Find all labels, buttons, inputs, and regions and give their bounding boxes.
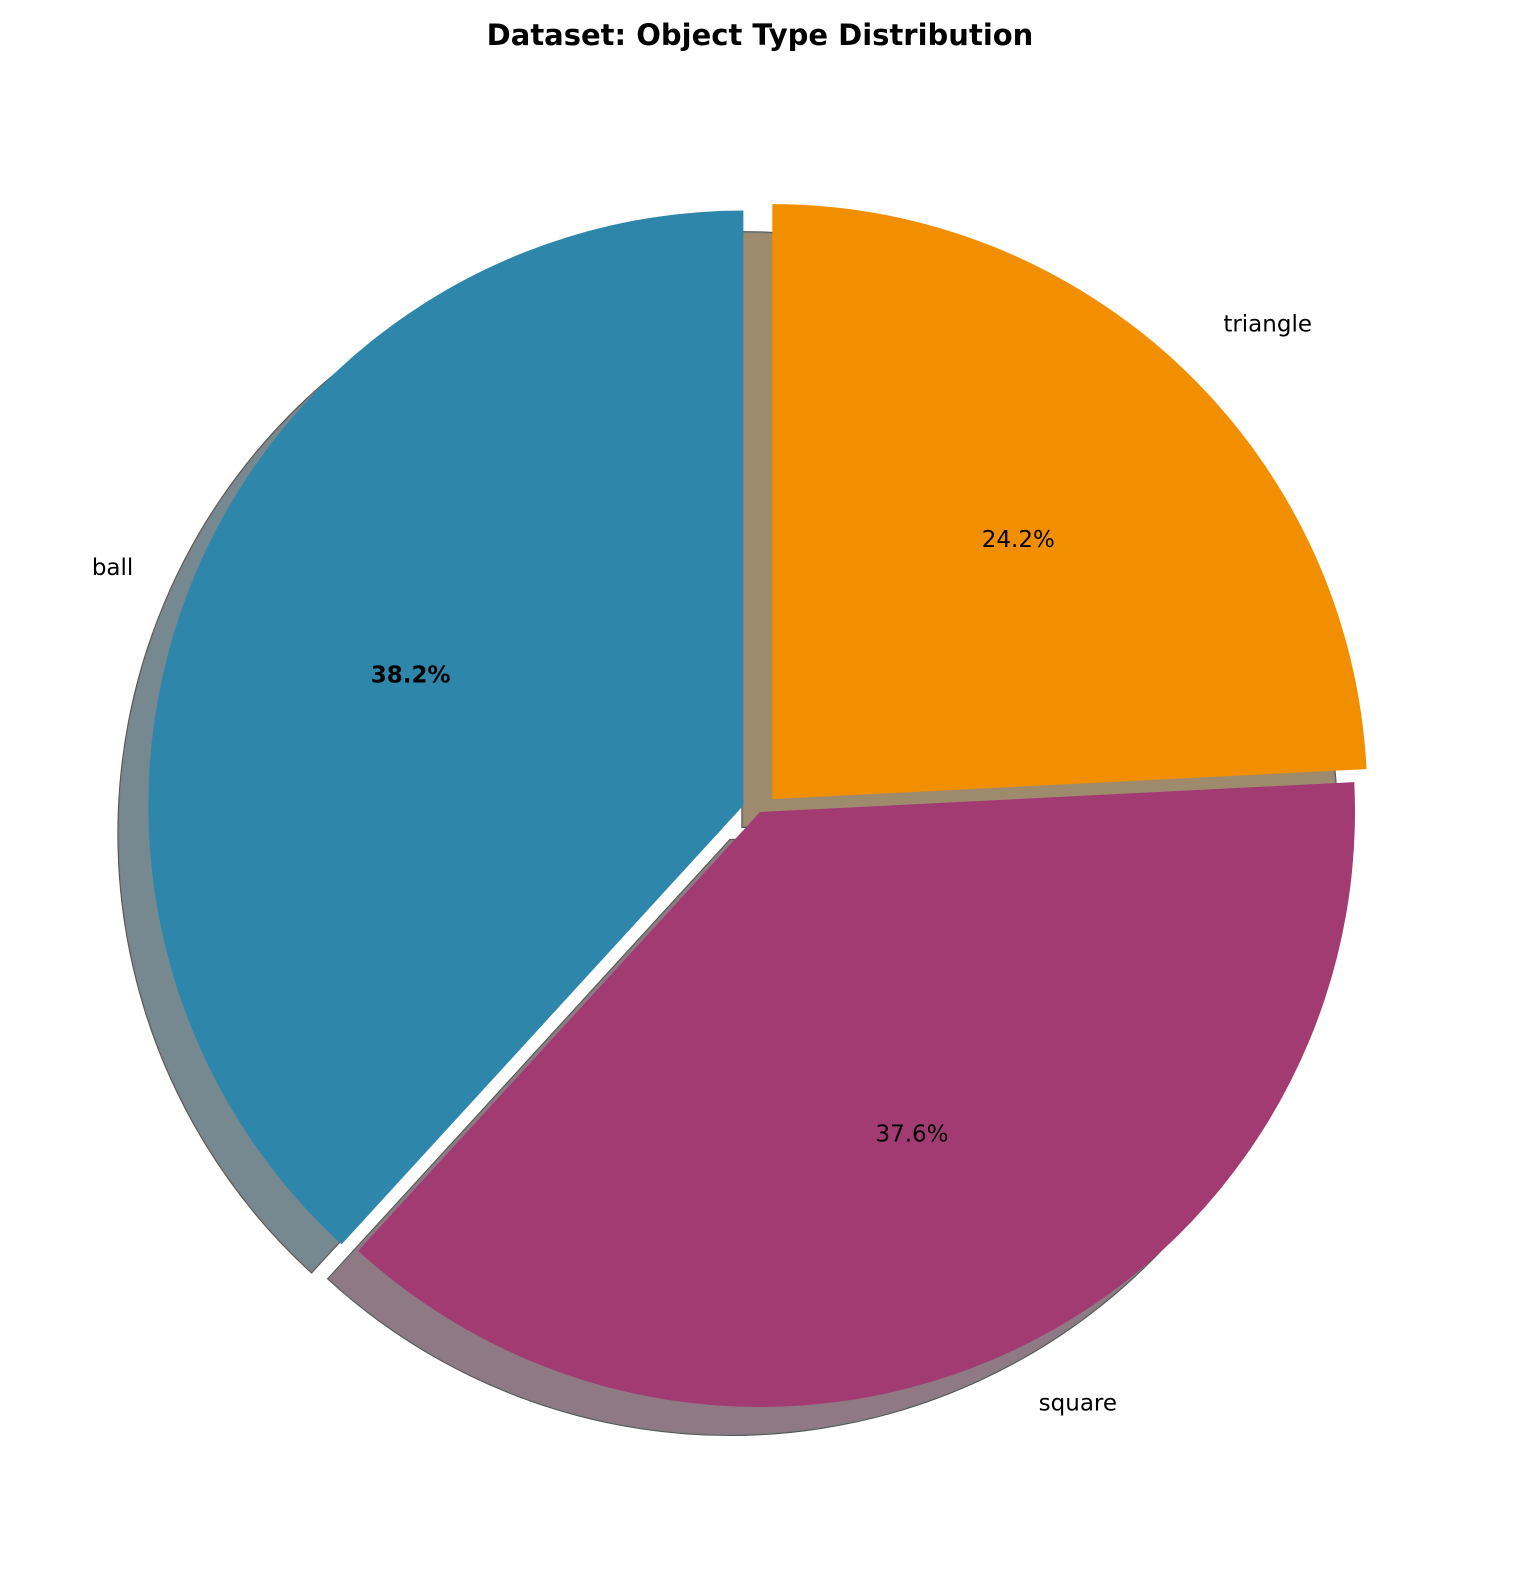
category-label: square	[1039, 1391, 1117, 1417]
label-layer: ball 38.2% square 37.6% triangle 24.2%	[92, 311, 1312, 1416]
value-label: 37.6%	[875, 1122, 948, 1148]
wedge	[772, 204, 1367, 800]
category-label: ball	[92, 555, 133, 581]
category-label: triangle	[1223, 311, 1312, 337]
value-label: 24.2%	[982, 527, 1055, 553]
wedge	[148, 210, 744, 1245]
chart-title: Dataset: Object Type Distribution	[487, 18, 1034, 52]
value-label: 38.2%	[371, 663, 451, 689]
wedge	[358, 782, 1356, 1408]
wedge-layer	[148, 204, 1367, 1408]
